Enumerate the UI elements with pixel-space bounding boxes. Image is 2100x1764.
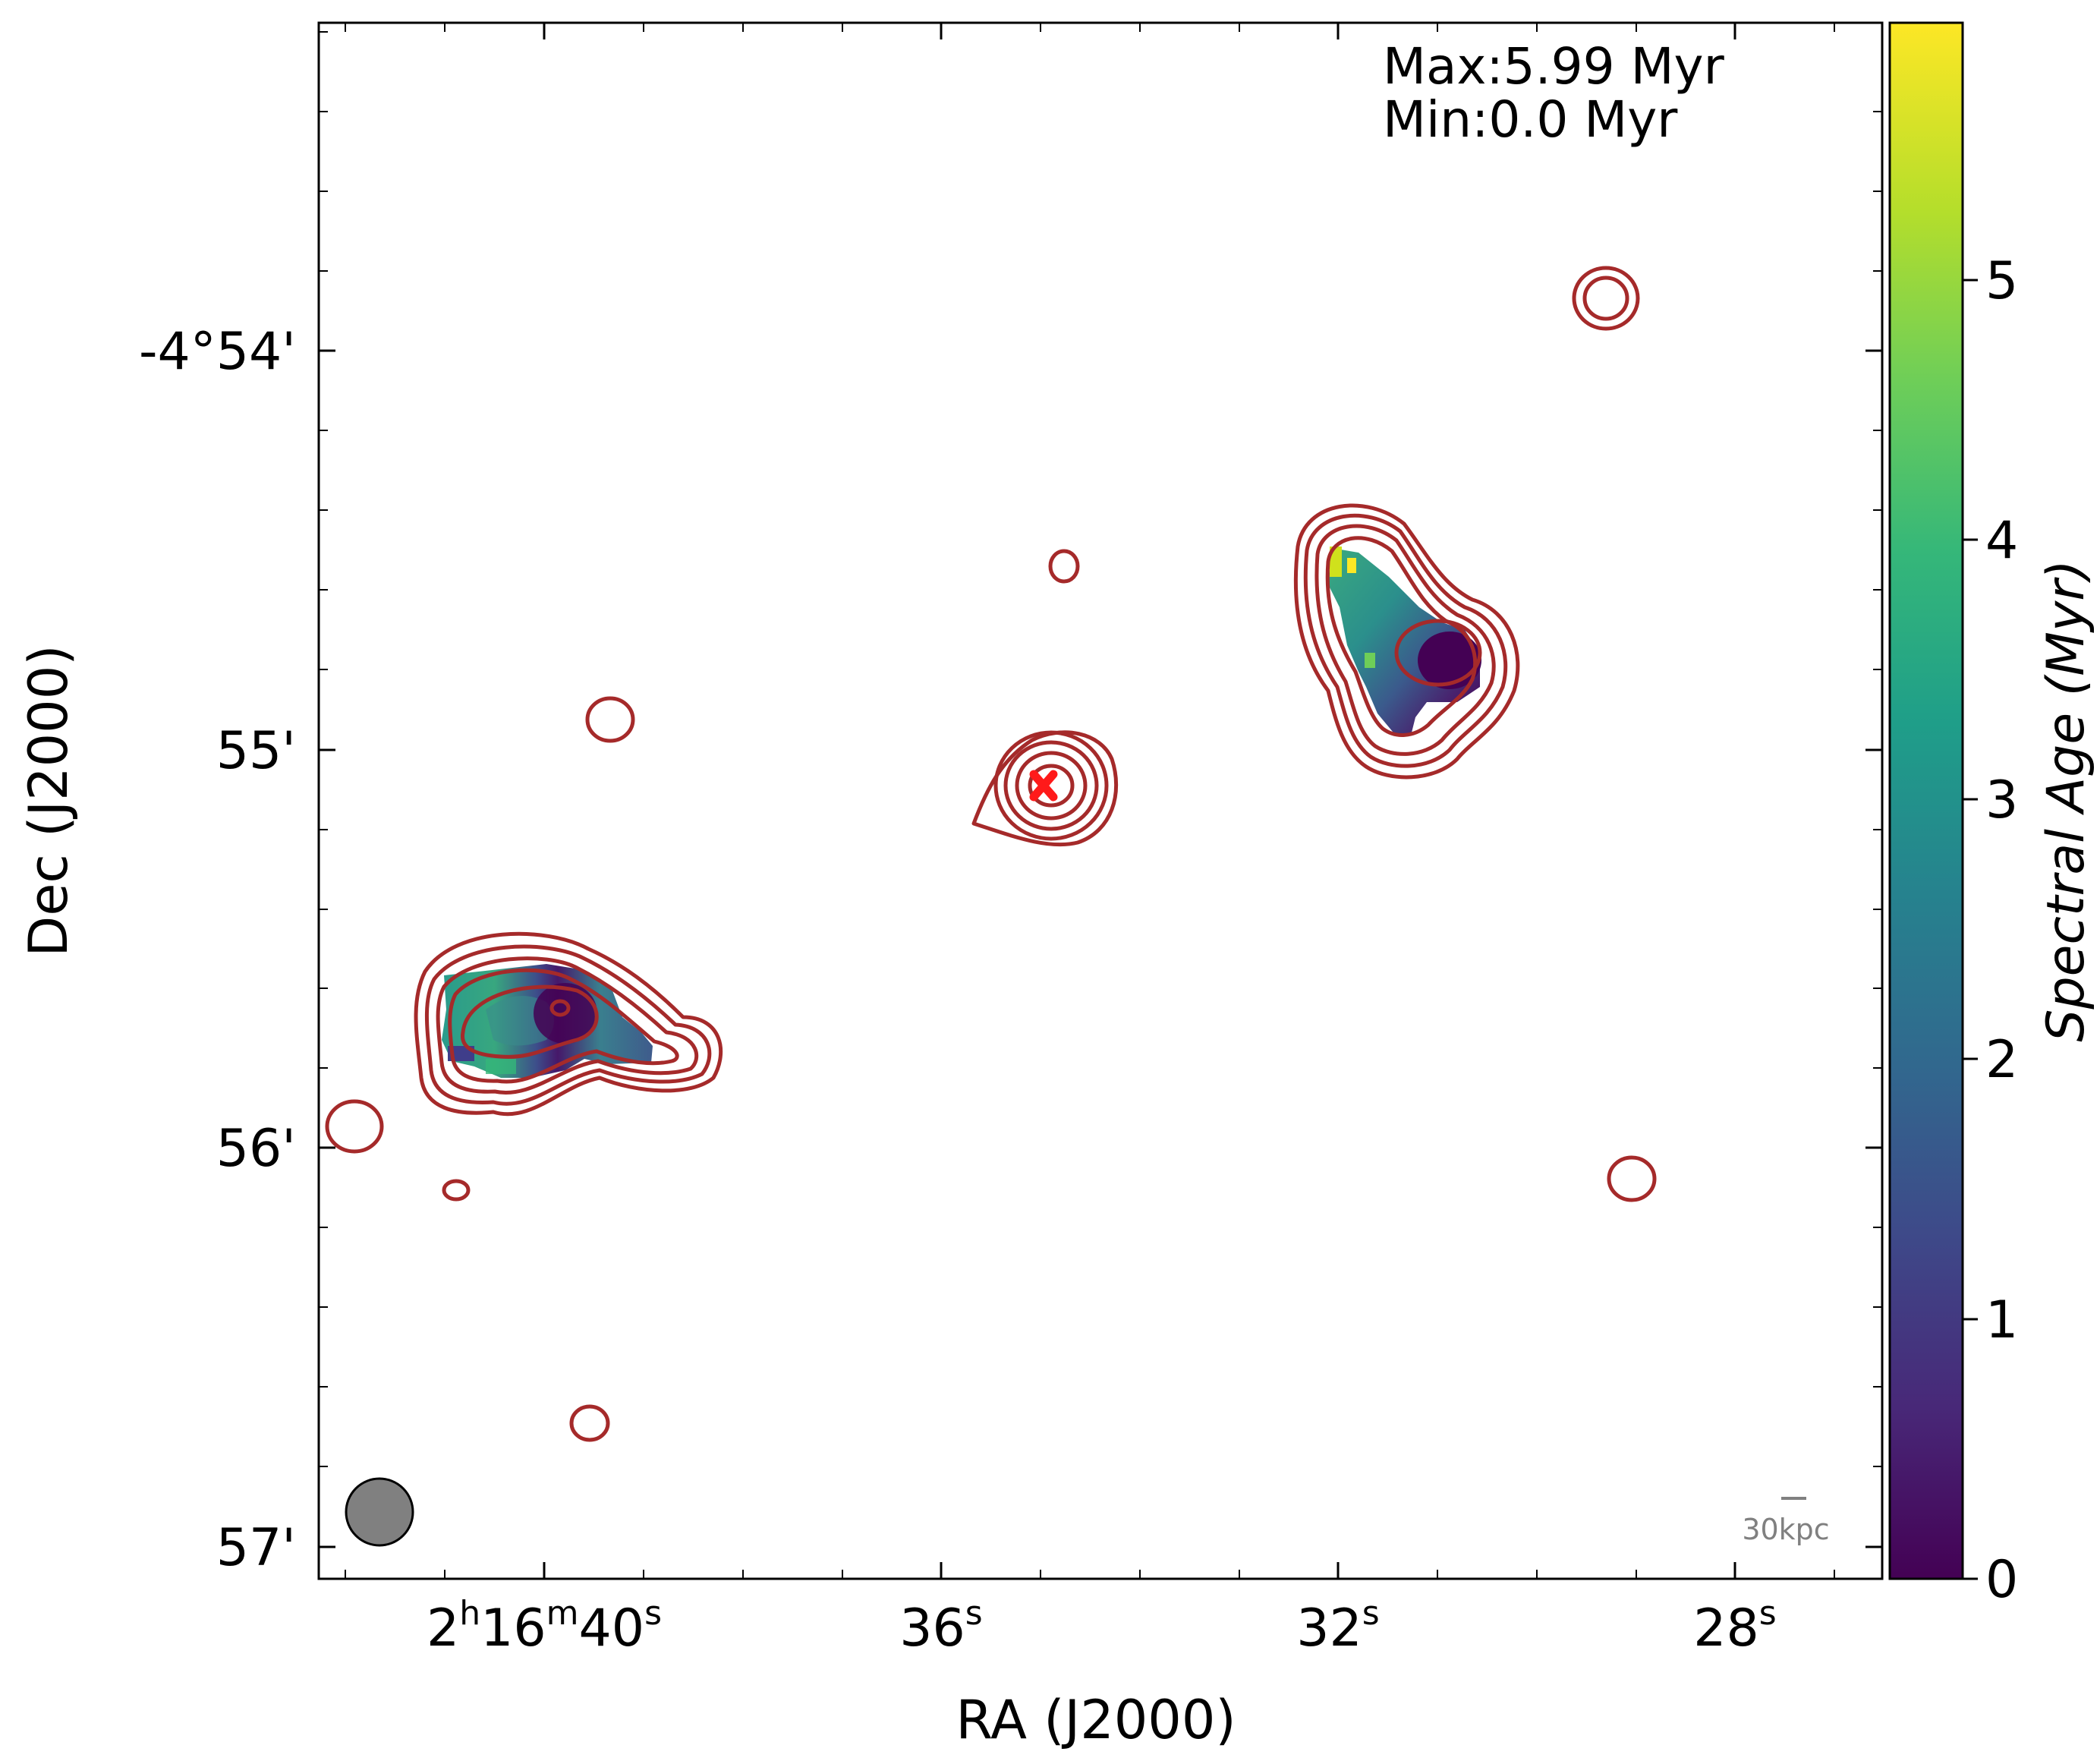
west-lobe-pixels: [442, 964, 653, 1078]
colorbar-tick-label: 1: [1985, 1290, 2018, 1350]
frame-ticks: [319, 23, 1882, 1579]
x-tick-label-32s: 32s: [1296, 1594, 1379, 1658]
plot-background: [319, 23, 1882, 1579]
colorbar-gradient: [1888, 21, 1964, 1580]
colorbar-tick-label: 0: [1985, 1550, 2018, 1610]
y-tick-label: 57': [216, 1518, 296, 1578]
colorbar-tick-label: 4: [1985, 511, 2018, 571]
core-marker-icon: [1029, 770, 1058, 802]
plot-frame: [317, 21, 1884, 1580]
plot-area: 30kpc Max:5.99 Myr Min:0.0 Myr: [317, 21, 1884, 1580]
west-lobe-contours: [325, 696, 723, 1442]
colorbar: 0 1 2 3 4 5 Spectral Age (Myr): [1888, 21, 2096, 1610]
y-tick-labels: -4°54' 55' 56' 57': [139, 322, 296, 1578]
scale-bar-label: 30kpc: [1742, 1513, 1829, 1546]
colorbar-title: Spectral Age (Myr): [2036, 559, 2096, 1041]
x-tick-labels: 2h16m40s 36s 32s 28s: [427, 1594, 1777, 1658]
y-tick-label: 55': [216, 721, 296, 781]
x-axis-title: RA (J2000): [956, 1689, 1236, 1751]
min-age-annotation: Min:0.0 Myr: [1383, 90, 1678, 149]
colorbar-tick-label: 2: [1985, 1030, 2018, 1090]
colorbar-tick-label: 5: [1985, 251, 2018, 311]
core-contours: [971, 549, 1119, 847]
y-tick-label: 56': [216, 1119, 296, 1179]
x-tick-label-40s: 2h16m40s: [427, 1594, 662, 1658]
beam-ellipse: [345, 1477, 414, 1547]
east-lobe-pixels: [1328, 547, 1481, 736]
y-tick-label: -4°54': [139, 322, 296, 382]
max-age-annotation: Max:5.99 Myr: [1383, 37, 1725, 96]
east-lobe-contours: [1293, 266, 1657, 1202]
x-tick-label-28s: 28s: [1693, 1594, 1776, 1658]
x-tick-label-36s: 36s: [899, 1594, 982, 1658]
colorbar-tick-label: 3: [1985, 770, 2018, 830]
y-axis-title: Dec (J2000): [17, 644, 80, 956]
